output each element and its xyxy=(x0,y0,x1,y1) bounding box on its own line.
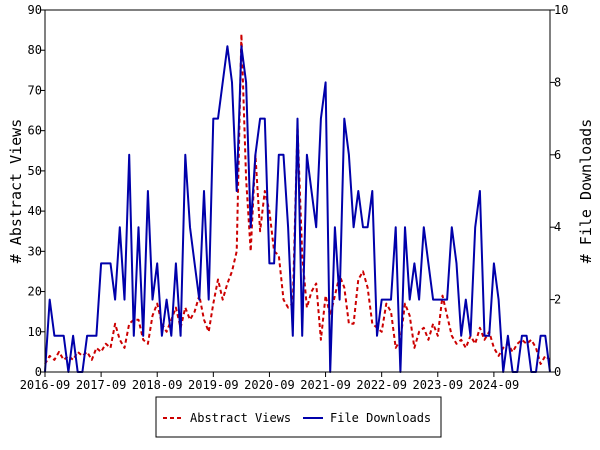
x-tick-label: 2021-09 xyxy=(300,378,351,392)
y-left-tick-label: 20 xyxy=(28,285,42,299)
y-right-tick-label: 6 xyxy=(554,148,561,162)
y-left-axis-title: # Abstract Views xyxy=(7,119,25,264)
y-left-tick-label: 10 xyxy=(28,325,42,339)
x-tick-label: 2022-09 xyxy=(356,378,407,392)
x-tick-label: 2024-09 xyxy=(469,378,520,392)
y-right-tick-label: 8 xyxy=(554,75,561,89)
legend-label-file-downloads: File Downloads xyxy=(330,411,431,425)
x-tick-label: 2019-09 xyxy=(188,378,239,392)
x-axis: 2016-09 2017-09 2018-09 2019-09 2020-09 2021-… xyxy=(20,372,519,392)
y-left-tick-label: 60 xyxy=(28,124,42,138)
y-right-tick-label: 4 xyxy=(554,220,561,234)
x-tick-label: 2016-09 xyxy=(20,378,71,392)
legend: Abstract Views File Downloads xyxy=(155,396,442,438)
y-left-tick-label: 0 xyxy=(35,365,42,379)
x-tick-label: 2017-09 xyxy=(76,378,127,392)
y-right-tick-label: 0 xyxy=(554,365,561,379)
y-left-tick-label: 50 xyxy=(28,164,42,178)
plot-area: 0 10 20 30 40 50 60 70 80 90 0 2 4 6 8 10 2016-09 2017-… xyxy=(20,3,569,392)
series-line-file-downloads xyxy=(44,45,551,373)
y-left-axis: 0 10 20 30 40 50 60 70 80 90 xyxy=(28,3,45,379)
y-right-tick-label: 10 xyxy=(554,3,568,17)
y-right-axis: 0 2 4 6 8 10 xyxy=(550,3,568,379)
x-tick-label: 2018-09 xyxy=(132,378,183,392)
y-left-tick-label: 70 xyxy=(28,83,42,97)
series-layer xyxy=(44,33,551,373)
y-left-tick-label: 30 xyxy=(28,244,42,258)
y-left-tick-label: 80 xyxy=(28,43,42,57)
x-tick-label: 2023-09 xyxy=(412,378,463,392)
legend-box xyxy=(155,396,442,438)
x-tick-label: 2020-09 xyxy=(244,378,295,392)
y-right-axis-title: # File Downloads xyxy=(577,119,595,264)
legend-label-abstract-views: Abstract Views xyxy=(190,411,291,425)
y-left-tick-label: 40 xyxy=(28,204,42,218)
series-line-abstract-views xyxy=(44,33,551,365)
plot-frame xyxy=(44,9,551,373)
y-left-tick-label: 90 xyxy=(28,3,42,17)
y-right-tick-label: 2 xyxy=(554,293,561,307)
